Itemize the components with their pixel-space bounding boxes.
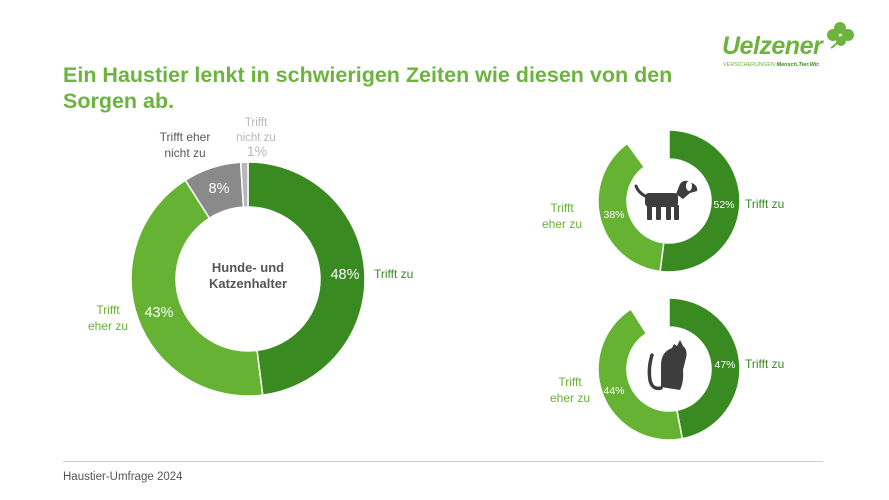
footer-source: Haustier-Umfrage 2024 — [63, 471, 183, 483]
category-label-trifft-nicht-zu-line2: nicht zu — [236, 132, 276, 144]
category-label-trifft-eher-nicht-zu-line2: nicht zu — [164, 146, 205, 160]
main-slice-trifft-zu — [247, 161, 366, 396]
dog-value-label-trifft-eher-zu: 38% — [603, 209, 624, 221]
category-label-trifft-eher-zu-line2: eher zu — [88, 319, 128, 333]
logo-tagline: VERSICHERUNGEN Mensch.Tier.Wir. — [723, 62, 820, 68]
center-title-line2: Katzenhalter — [209, 276, 287, 291]
dog-icon — [634, 180, 698, 220]
category-label-trifft-eher-zu-line1: Trifft — [96, 303, 120, 317]
cat-slice-trifft-zu — [668, 297, 741, 440]
dog-slice-trifft-zu — [659, 129, 741, 273]
dog-category-label-trifft-zu: Trifft zu — [745, 197, 784, 211]
footer-divider — [63, 461, 823, 462]
cat-category-label-trifft-zu: Trifft zu — [745, 357, 784, 371]
clover-icon — [827, 22, 854, 49]
cat-icon — [647, 340, 687, 391]
cat-value-label-trifft-zu: 47% — [714, 359, 735, 371]
slide-title: Ein Haustier lenkt in schwierigen Zeiten… — [63, 63, 673, 113]
cat-category-label-trifft-eher-zu-line1: Trifft — [558, 375, 582, 389]
value-label-trifft-eher-nicht-zu: 8% — [209, 181, 230, 197]
dog-category-label-trifft-eher-zu-line1: Trifft — [550, 201, 574, 215]
category-label-trifft-eher-nicht-zu-line1: Trifft eher — [160, 130, 211, 144]
dog-slice-trifft-eher-zu — [597, 142, 665, 273]
main-slice-trifft-nicht-zu — [239, 161, 249, 208]
dog-category-label-trifft-eher-zu-line2: eher zu — [542, 217, 582, 231]
main-slice-trifft-eher-zu — [130, 179, 264, 397]
logo-wordmark: Uelzener — [722, 32, 823, 60]
category-label-trifft-nicht-zu-line1: Trifft — [245, 117, 268, 129]
cat-slice-trifft-eher-zu — [597, 308, 684, 441]
cat-value-label-trifft-eher-zu: 44% — [603, 385, 624, 397]
category-label-trifft-zu: Trifft zu — [374, 267, 413, 281]
center-title-line1: Hunde- und — [212, 260, 284, 275]
dog-value-label-trifft-zu: 52% — [713, 199, 734, 211]
cat-category-label-trifft-eher-zu-line2: eher zu — [550, 391, 590, 405]
value-label-trifft-zu: 48% — [330, 267, 359, 283]
value-label-trifft-nicht-zu: 1% — [247, 143, 267, 159]
value-label-trifft-eher-zu: 43% — [144, 305, 173, 321]
uelzener-logo: Uelzener VERSICHERUNGEN Mensch.Tier.Wir. — [722, 20, 862, 72]
